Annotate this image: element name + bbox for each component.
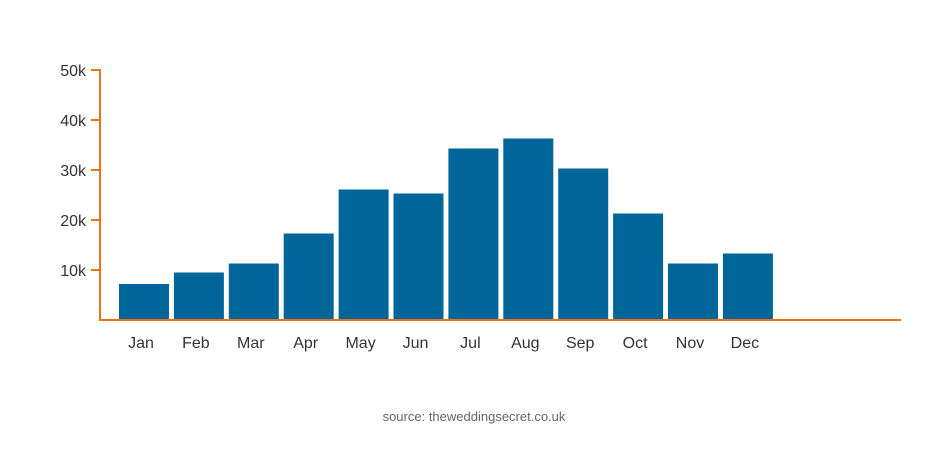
bar-apr — [283, 233, 334, 320]
y-axis: 10k 20k 30k 40k 50k — [60, 63, 101, 321]
x-tick-label-apr: Apr — [293, 335, 319, 352]
bar-oct — [613, 213, 664, 320]
x-tick-label-oct: Oct — [623, 335, 648, 352]
bar-jun — [393, 193, 444, 320]
x-tick-label-may: May — [345, 335, 375, 352]
y-tick-label: 40k — [60, 113, 87, 130]
x-tick-label-aug: Aug — [511, 335, 539, 352]
bar-mar — [228, 263, 279, 320]
source-note: source: theweddingsecret.co.uk — [382, 409, 566, 424]
x-tick-label-jan: Jan — [128, 335, 154, 352]
x-tick-label-sep: Sep — [566, 335, 595, 352]
bar-aug — [503, 138, 554, 320]
x-axis: Jan Feb Mar Apr May Jun Jul Aug Sep Oct Nov Dec — [99, 319, 901, 352]
bar-may — [338, 189, 389, 320]
y-tick-label: 30k — [60, 163, 87, 180]
y-tick-label: 50k — [60, 63, 87, 80]
x-tick-label-dec: Dec — [731, 335, 759, 352]
x-tick-label-nov: Nov — [676, 335, 704, 352]
bar-feb — [173, 272, 224, 320]
bar-nov — [668, 263, 718, 320]
x-tick-label-jun: Jun — [403, 335, 429, 352]
x-tick-label-jul: Jul — [460, 335, 480, 352]
bars-group — [119, 138, 773, 320]
y-tick-label: 10k — [60, 263, 87, 280]
bar-dec — [722, 253, 773, 320]
y-tick-label: 20k — [60, 213, 87, 230]
bar-jan — [119, 284, 169, 320]
x-tick-label-mar: Mar — [237, 335, 265, 352]
x-tick-label-feb: Feb — [182, 335, 210, 352]
bar-jul — [448, 148, 499, 320]
bar-sep — [558, 168, 609, 320]
